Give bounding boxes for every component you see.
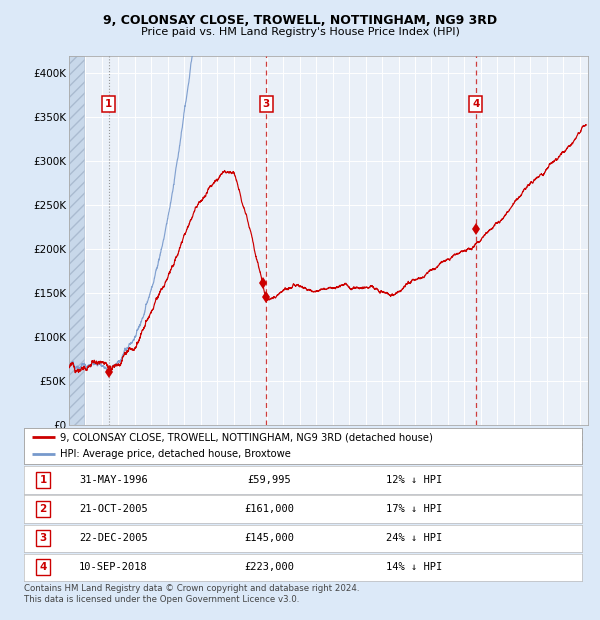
Text: £223,000: £223,000	[245, 562, 295, 572]
Text: 17% ↓ HPI: 17% ↓ HPI	[386, 504, 443, 514]
Text: £59,995: £59,995	[248, 475, 292, 485]
Text: 4: 4	[472, 99, 479, 108]
Text: HPI: Average price, detached house, Broxtowe: HPI: Average price, detached house, Brox…	[60, 450, 291, 459]
Text: 1: 1	[40, 475, 47, 485]
Text: 3: 3	[40, 533, 47, 543]
Text: 14% ↓ HPI: 14% ↓ HPI	[386, 562, 443, 572]
Text: 3: 3	[263, 99, 270, 108]
Text: 31-MAY-1996: 31-MAY-1996	[79, 475, 148, 485]
Text: 9, COLONSAY CLOSE, TROWELL, NOTTINGHAM, NG9 3RD (detached house): 9, COLONSAY CLOSE, TROWELL, NOTTINGHAM, …	[60, 432, 433, 442]
Text: £145,000: £145,000	[245, 533, 295, 543]
Text: Contains HM Land Registry data © Crown copyright and database right 2024.: Contains HM Land Registry data © Crown c…	[24, 584, 359, 593]
Text: 12% ↓ HPI: 12% ↓ HPI	[386, 475, 443, 485]
Text: Price paid vs. HM Land Registry's House Price Index (HPI): Price paid vs. HM Land Registry's House …	[140, 27, 460, 37]
Text: 24% ↓ HPI: 24% ↓ HPI	[386, 533, 443, 543]
Text: 10-SEP-2018: 10-SEP-2018	[79, 562, 148, 572]
Text: £161,000: £161,000	[245, 504, 295, 514]
Text: 2: 2	[40, 504, 47, 514]
Text: 22-DEC-2005: 22-DEC-2005	[79, 533, 148, 543]
Text: This data is licensed under the Open Government Licence v3.0.: This data is licensed under the Open Gov…	[24, 595, 299, 604]
Text: 9, COLONSAY CLOSE, TROWELL, NOTTINGHAM, NG9 3RD: 9, COLONSAY CLOSE, TROWELL, NOTTINGHAM, …	[103, 14, 497, 27]
Text: 21-OCT-2005: 21-OCT-2005	[79, 504, 148, 514]
Text: 4: 4	[39, 562, 47, 572]
Bar	[69, 56, 84, 425]
Text: 1: 1	[105, 99, 112, 108]
